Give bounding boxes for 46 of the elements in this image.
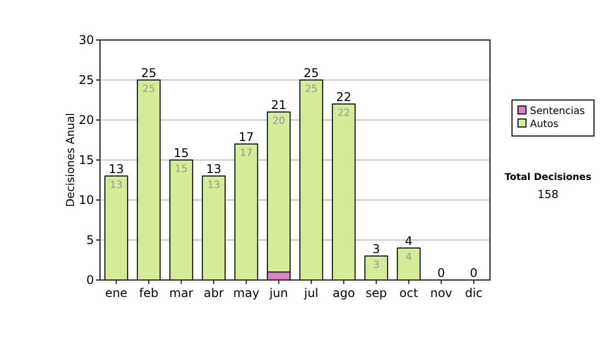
- total-label: 25: [304, 66, 319, 80]
- x-tick-label: may: [233, 286, 260, 300]
- total-label: 13: [206, 162, 222, 176]
- data-label: 20: [272, 116, 286, 127]
- total-label: 3: [372, 242, 380, 256]
- y-axis-title: Decisiones Anual: [64, 112, 77, 208]
- data-label: 25: [304, 84, 318, 95]
- text: 158: [538, 188, 558, 201]
- x-tick-label: jun: [268, 286, 288, 300]
- legend-label: Autos: [530, 119, 558, 130]
- x-tick-label: abr: [204, 286, 224, 300]
- y-tick-label: 15: [78, 153, 94, 168]
- total-label: 25: [141, 66, 156, 80]
- y-tick-label: 10: [78, 193, 94, 208]
- data-label: 22: [337, 108, 350, 119]
- data-label: 3: [373, 260, 380, 271]
- x-tick-label: ene: [105, 286, 128, 300]
- x-tick-label: mar: [169, 286, 194, 300]
- total-label: 21: [271, 98, 286, 112]
- total-label: 22: [336, 90, 352, 104]
- total-label: 13: [108, 162, 124, 176]
- total-label: 15: [174, 146, 189, 160]
- data-label: 13: [110, 180, 123, 191]
- x-tick-label: oct: [399, 286, 418, 300]
- y-tick-label: 0: [86, 273, 94, 288]
- data-label: 15: [174, 164, 188, 175]
- x-tick-label: nov: [430, 286, 452, 300]
- text: Total Decisiones: [504, 172, 592, 183]
- total-label: 0: [437, 266, 446, 280]
- y-tick-label: 25: [78, 73, 94, 88]
- total-label: 0: [470, 266, 478, 280]
- y-tick-label: 30: [78, 33, 94, 48]
- data-label: 17: [240, 148, 253, 159]
- legend-label: Sentencias: [530, 106, 585, 117]
- x-tick-label: dic: [464, 286, 483, 300]
- x-tick-label: feb: [139, 286, 158, 300]
- total-label: 17: [238, 130, 254, 144]
- y-tick-label: 20: [78, 113, 94, 128]
- x-tick-label: jul: [303, 286, 318, 300]
- x-tick-label: ago: [332, 286, 355, 300]
- data-label: 4: [406, 252, 412, 263]
- x-tick-label: sep: [366, 286, 387, 300]
- total-label: 4: [404, 234, 413, 248]
- data-label: 25: [142, 84, 156, 95]
- y-tick-label: 5: [86, 233, 94, 248]
- data-label: 13: [207, 180, 220, 191]
